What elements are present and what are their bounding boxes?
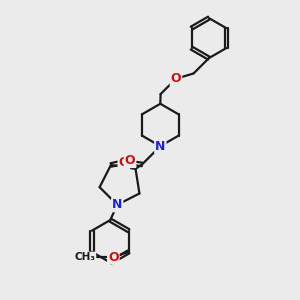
Text: CH₃: CH₃ [75,252,96,262]
Text: O: O [108,251,119,264]
Text: O: O [125,154,135,167]
Text: N: N [112,198,122,211]
Text: O: O [171,72,181,85]
Text: N: N [155,140,166,153]
Text: O: O [118,156,129,169]
